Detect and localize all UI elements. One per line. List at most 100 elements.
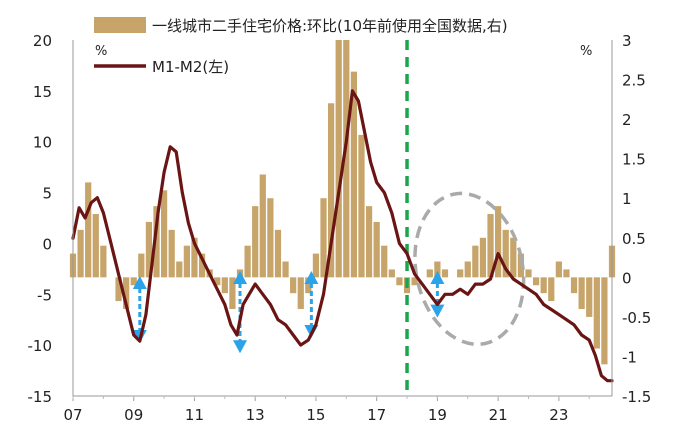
- bar: [373, 221, 380, 278]
- left-tick-label: 5: [42, 185, 52, 203]
- bar: [328, 103, 335, 278]
- bar: [145, 221, 153, 278]
- bar: [464, 261, 471, 278]
- right-tick-label: 1.5: [622, 151, 646, 169]
- legend-line-label: M1-M2(左): [152, 58, 229, 76]
- bar: [282, 261, 289, 278]
- arrow-head-up: [233, 270, 248, 284]
- left-tick-label: -10: [28, 337, 53, 355]
- left-tick-label: 10: [33, 134, 52, 152]
- bar: [183, 245, 190, 278]
- arrow-head-down: [430, 304, 445, 318]
- bar: [130, 277, 137, 286]
- bar: [479, 237, 487, 278]
- right-tick-label: 0: [622, 269, 632, 287]
- bar: [472, 245, 479, 278]
- bar: [297, 277, 304, 309]
- bar: [457, 269, 464, 278]
- arrow-head-down: [233, 340, 248, 354]
- bar: [168, 229, 175, 278]
- bar: [305, 277, 312, 294]
- x-tick-label: 17: [367, 406, 386, 424]
- bar: [365, 206, 373, 278]
- bar: [358, 134, 365, 278]
- right-tick-label: -0.5: [622, 309, 651, 327]
- bar: [381, 245, 388, 278]
- bar: [563, 269, 570, 278]
- bar: [115, 277, 122, 302]
- bar: [77, 229, 84, 278]
- bar: [586, 277, 593, 317]
- bar: [252, 206, 259, 278]
- x-tick-label: 11: [185, 406, 204, 424]
- right-tick-label: -1: [622, 348, 637, 366]
- bar: [290, 277, 297, 294]
- bar: [532, 277, 540, 286]
- bar: [510, 237, 517, 278]
- bar: [434, 261, 441, 278]
- bar: [487, 214, 494, 278]
- x-tick-label: 13: [246, 406, 265, 424]
- bar: [153, 206, 160, 278]
- bar: [221, 277, 228, 294]
- x-tick-label: 15: [306, 406, 325, 424]
- line-series: [71, 89, 614, 383]
- bar: [85, 182, 92, 278]
- right-tick-label: -1.5: [622, 388, 651, 406]
- annotations: [132, 40, 526, 396]
- bar: [548, 277, 555, 302]
- bar: [244, 245, 251, 278]
- legend-bar-label: 一线城市二手住宅价格:环比(10年前使用全国数据,右): [152, 17, 508, 35]
- left-tick-label: 15: [33, 83, 52, 101]
- bar: [320, 198, 327, 278]
- bar: [350, 71, 357, 278]
- bar: [259, 174, 266, 278]
- bar: [502, 229, 509, 278]
- bar: [100, 245, 107, 278]
- bar: [214, 277, 221, 286]
- bar: [312, 253, 320, 278]
- arrow-head-up: [132, 276, 147, 290]
- bar: [92, 214, 99, 278]
- bar-series: [69, 40, 616, 365]
- bar: [191, 237, 198, 278]
- arrow-head-up: [304, 270, 319, 284]
- bar: [123, 277, 130, 309]
- bar: [495, 206, 502, 278]
- arrow-head-up: [430, 270, 445, 284]
- bar: [601, 277, 608, 365]
- bar: [426, 269, 433, 278]
- x-axis: 07 09 11 13 15 17 19 21 23: [63, 395, 612, 424]
- bar: [411, 277, 418, 286]
- bar: [335, 40, 342, 278]
- dashed-ellipse: [413, 191, 526, 347]
- bar: [229, 277, 236, 309]
- bar: [138, 253, 145, 278]
- right-tick-label: 1: [622, 190, 632, 208]
- bar: [555, 261, 562, 278]
- bar: [198, 253, 206, 278]
- x-tick-label: 19: [428, 406, 447, 424]
- bar: [343, 40, 350, 278]
- right-tick-label: 3: [622, 32, 632, 50]
- bar: [388, 269, 395, 278]
- x-tick-label: 23: [549, 406, 568, 424]
- right-tick-label: 0.5: [622, 230, 646, 248]
- left-unit-label: %: [95, 44, 107, 59]
- left-tick-label: -5: [37, 286, 52, 304]
- right-y-axis: 3 2.5 2 1.5 1 0.5 0 -0.5 -1 -1.5: [611, 32, 651, 406]
- bar: [593, 277, 600, 349]
- bar: [525, 269, 532, 278]
- right-unit-label: %: [580, 44, 592, 59]
- bar: [160, 190, 168, 278]
- bar: [441, 269, 449, 278]
- x-tick-label: 21: [489, 406, 508, 424]
- bar: [176, 261, 183, 278]
- bar: [578, 277, 585, 309]
- bar: [267, 198, 274, 278]
- right-tick-label: 2.5: [622, 72, 646, 90]
- x-tick-label: 09: [124, 406, 143, 424]
- left-tick-label: 0: [42, 235, 52, 253]
- legend: 一线城市二手住宅价格:环比(10年前使用全国数据,右) M1-M2(左): [94, 17, 508, 76]
